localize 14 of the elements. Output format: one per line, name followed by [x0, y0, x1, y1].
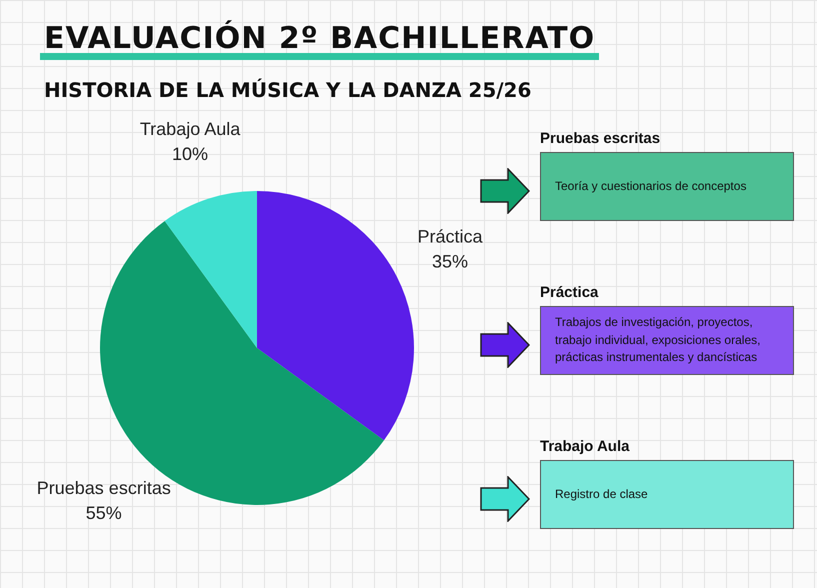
- chart-subtitle: HISTORIA DE LA MÚSICA Y LA DANZA 25/26: [44, 78, 532, 102]
- slice-label: Práctica: [418, 226, 484, 247]
- text: Teoría y cuestionarios de conceptos: [540, 152, 794, 221]
- data-label: 35%: [432, 252, 468, 272]
- data-label: 10%: [172, 144, 208, 164]
- text: Pruebas escritas: [540, 130, 660, 147]
- slice-label: Trabajo Aula: [140, 118, 242, 139]
- data-label: 55%: [86, 503, 122, 524]
- text: Trabajo Aula: [540, 438, 630, 455]
- slice-label: Pruebas escritas: [36, 478, 171, 498]
- text: Práctica: [540, 284, 598, 301]
- chart-title: EVALUACIÓN 2º BACHILLERATO: [40, 21, 600, 60]
- text: Registro de clase: [540, 460, 794, 529]
- text: Trabajos de investigación, proyectos, trabajo individual, exposiciones orales, prácticas instrumentales y dancísticas: [540, 306, 794, 375]
